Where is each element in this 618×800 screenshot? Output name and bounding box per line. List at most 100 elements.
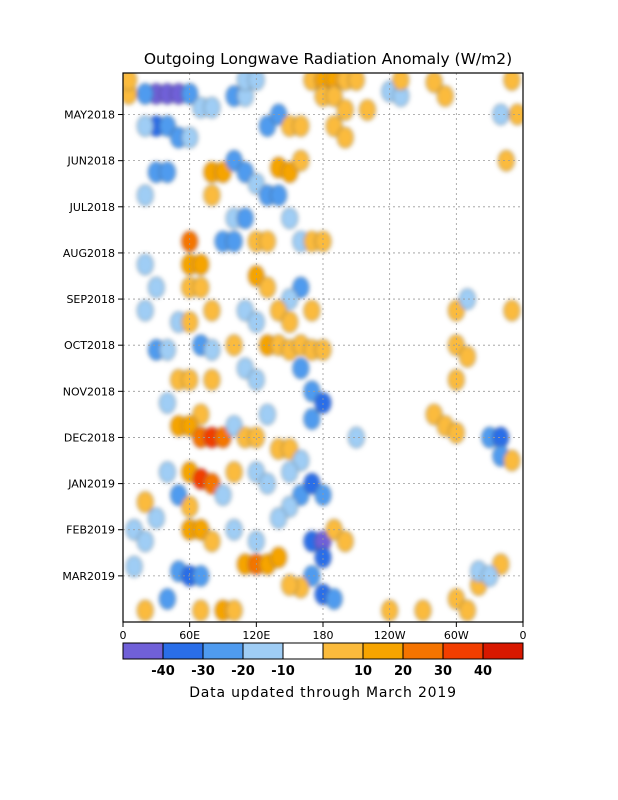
- colorbar-swatch: [282, 642, 324, 660]
- anomaly-cell: [203, 339, 221, 361]
- x-tick-label: 120W: [374, 629, 406, 642]
- anomaly-cell: [158, 161, 176, 183]
- anomaly-cell: [225, 415, 243, 437]
- anomaly-cell: [292, 484, 310, 506]
- anomaly-cell: [336, 530, 354, 552]
- anomaly-cell: [492, 103, 510, 126]
- colorbar-swatch: [442, 642, 484, 660]
- colorbar-label: -30: [191, 664, 215, 679]
- anomaly-cell: [203, 184, 221, 207]
- anomaly-cell: [414, 599, 432, 622]
- colorbar-label: -20: [231, 664, 255, 679]
- colorbar-swatch: [322, 642, 364, 660]
- anomaly-cell: [158, 115, 176, 137]
- anomaly-cell: [281, 461, 299, 483]
- anomaly-cell: [158, 461, 176, 483]
- anomaly-cell: [325, 115, 343, 137]
- anomaly-cell: [303, 299, 321, 322]
- anomaly-cell: [158, 339, 176, 361]
- colorbar-label: 40: [474, 664, 492, 679]
- anomaly-cell: [492, 553, 510, 575]
- colorbar-swatch: [242, 642, 284, 660]
- anomaly-cell: [181, 311, 199, 333]
- anomaly-cell: [270, 507, 288, 529]
- anomaly-cell: [247, 311, 265, 333]
- anomaly-cell: [203, 530, 221, 552]
- y-tick-label: MAY2018: [64, 109, 115, 122]
- colorbar-label: 20: [394, 664, 412, 679]
- anomaly-cell: [503, 73, 521, 91]
- anomaly-cell: [192, 403, 210, 426]
- anomaly-cell: [503, 449, 521, 472]
- anomaly-cell: [136, 530, 154, 552]
- x-tick-label: 0: [120, 629, 127, 642]
- anomaly-cell: [447, 299, 465, 322]
- anomaly-cell: [425, 73, 443, 93]
- anomaly-cell: [258, 115, 276, 137]
- anomaly-cell: [458, 599, 476, 622]
- anomaly-cell: [181, 415, 199, 437]
- anomaly-cell: [203, 369, 221, 391]
- anomaly-cell: [325, 85, 343, 107]
- anomaly-cell: [158, 392, 176, 414]
- y-tick-label: AUG2018: [63, 247, 115, 260]
- x-tick-label: 120E: [242, 629, 270, 642]
- anomaly-cell: [170, 484, 188, 506]
- anomaly-cell: [225, 461, 243, 483]
- anomaly-cell: [436, 85, 454, 107]
- anomaly-cell: [447, 422, 465, 444]
- anomaly-cell: [336, 99, 354, 121]
- anomaly-cell: [192, 565, 210, 587]
- anomaly-cell: [192, 276, 210, 299]
- colorbar-label: -40: [151, 664, 175, 679]
- x-tick-label: 180: [313, 629, 334, 642]
- colorbar-swatch: [202, 642, 244, 660]
- x-tick-label: 60W: [444, 629, 469, 642]
- colorbar: -40 -30 -20 -10 10 20 30 40: [122, 642, 524, 679]
- anomaly-cell: [492, 426, 510, 449]
- anomaly-cell: [347, 73, 365, 91]
- anomaly-cell: [292, 357, 310, 379]
- y-tick-label: NOV2018: [63, 385, 115, 398]
- y-tick-label: DEC2018: [64, 431, 115, 444]
- anomaly-cell: [247, 461, 265, 483]
- anomaly-cell: [425, 403, 443, 426]
- anomaly-cell: [358, 99, 376, 121]
- anomaly-cell: [314, 392, 332, 414]
- anomaly-cell: [203, 299, 221, 322]
- anomaly-cell: [225, 599, 243, 622]
- anomaly-cell: [136, 115, 154, 137]
- anomaly-cell: [503, 299, 521, 322]
- x-tick-label: 0: [520, 629, 527, 642]
- anomaly-cell: [258, 230, 276, 253]
- plot-area: [122, 72, 524, 623]
- anomaly-cell: [281, 496, 299, 518]
- colorbar-label: 30: [434, 664, 452, 679]
- y-tick-label: FEB2019: [66, 524, 115, 537]
- x-axis: 0 60E 120E 180 120W 60W 0: [120, 622, 527, 642]
- anomaly-cell: [258, 403, 276, 426]
- anomaly-cell: [125, 555, 143, 578]
- footer-note: Data updated through March 2019: [189, 685, 457, 701]
- anomaly-cell: [136, 599, 154, 622]
- chart-title: Outgoing Longwave Radiation Anomaly (W/m…: [144, 50, 512, 68]
- anomaly-cell: [123, 73, 137, 91]
- anomaly-cell: [136, 253, 154, 276]
- anomaly-cell: [147, 276, 165, 299]
- y-tick-label: JUN2018: [66, 155, 115, 168]
- colorbar-label: 10: [354, 664, 372, 679]
- anomaly-cell: [270, 299, 288, 322]
- anomaly-cell: [303, 408, 321, 430]
- anomaly-cell: [381, 599, 399, 622]
- anomaly-cell: [247, 73, 265, 91]
- anomaly-cell: [497, 150, 515, 172]
- anomaly-cell: [281, 207, 299, 230]
- colorbar-swatch: [122, 642, 164, 660]
- anomaly-cell: [270, 546, 288, 569]
- anomaly-cell: [458, 346, 476, 368]
- anomaly-cell: [347, 426, 365, 449]
- anomaly-cell: [292, 150, 310, 172]
- anomaly-cell: [236, 207, 254, 230]
- anomaly-cell: [281, 311, 299, 333]
